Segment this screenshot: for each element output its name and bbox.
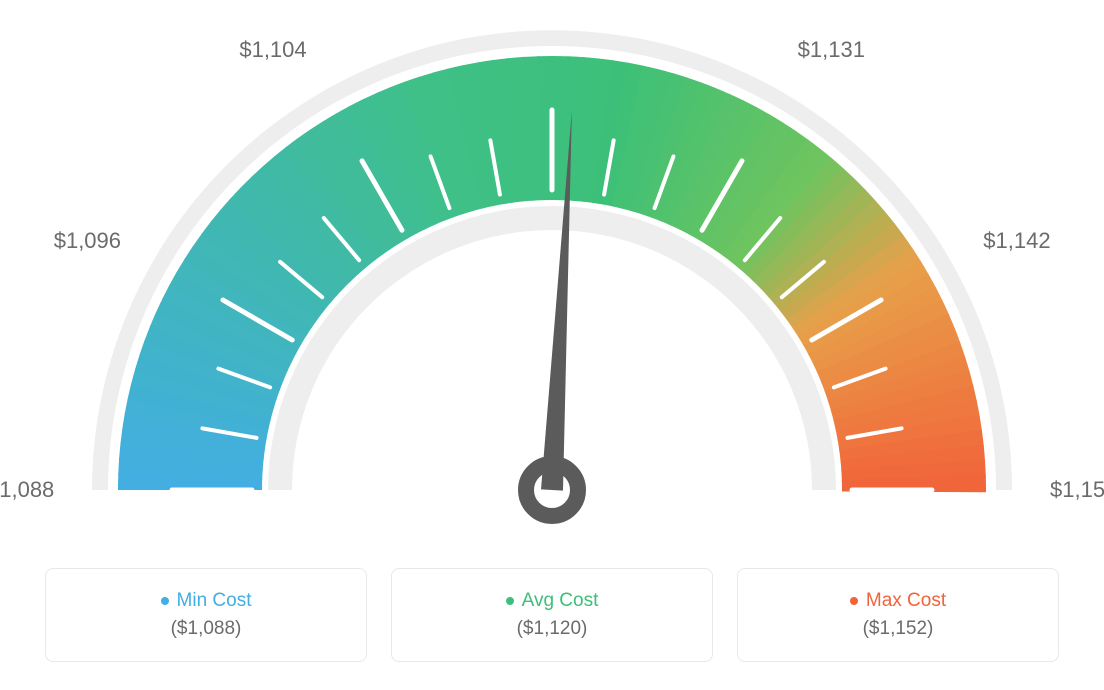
avg-cost-label: Avg Cost: [522, 590, 599, 612]
avg-cost-title: Avg Cost: [506, 590, 599, 612]
gauge-tick-label: $1,096: [54, 228, 121, 254]
max-cost-value: ($1,152): [863, 618, 934, 640]
gauge-tick-label: $1,088: [0, 477, 54, 503]
min-cost-card: Min Cost ($1,088): [45, 568, 367, 662]
gauge-tick-label: $1,131: [798, 37, 865, 63]
gauge-svg: [0, 0, 1104, 560]
avg-dot-icon: [506, 597, 514, 605]
avg-cost-value: ($1,120): [517, 618, 588, 640]
gauge-tick-label: $1,152: [1050, 477, 1104, 503]
summary-cards: Min Cost ($1,088) Avg Cost ($1,120) Max …: [0, 568, 1104, 662]
max-dot-icon: [850, 597, 858, 605]
min-dot-icon: [161, 597, 169, 605]
min-cost-label: Min Cost: [177, 590, 252, 612]
min-cost-value: ($1,088): [171, 618, 242, 640]
gauge-tick-label: $1,142: [983, 228, 1050, 254]
max-cost-label: Max Cost: [866, 590, 946, 612]
cost-gauge: $1,088$1,096$1,104$1,120$1,131$1,142$1,1…: [0, 0, 1104, 560]
avg-cost-card: Avg Cost ($1,120): [391, 568, 713, 662]
gauge-tick-label: $1,104: [239, 37, 306, 63]
min-cost-title: Min Cost: [161, 590, 252, 612]
max-cost-title: Max Cost: [850, 590, 946, 612]
max-cost-card: Max Cost ($1,152): [737, 568, 1059, 662]
